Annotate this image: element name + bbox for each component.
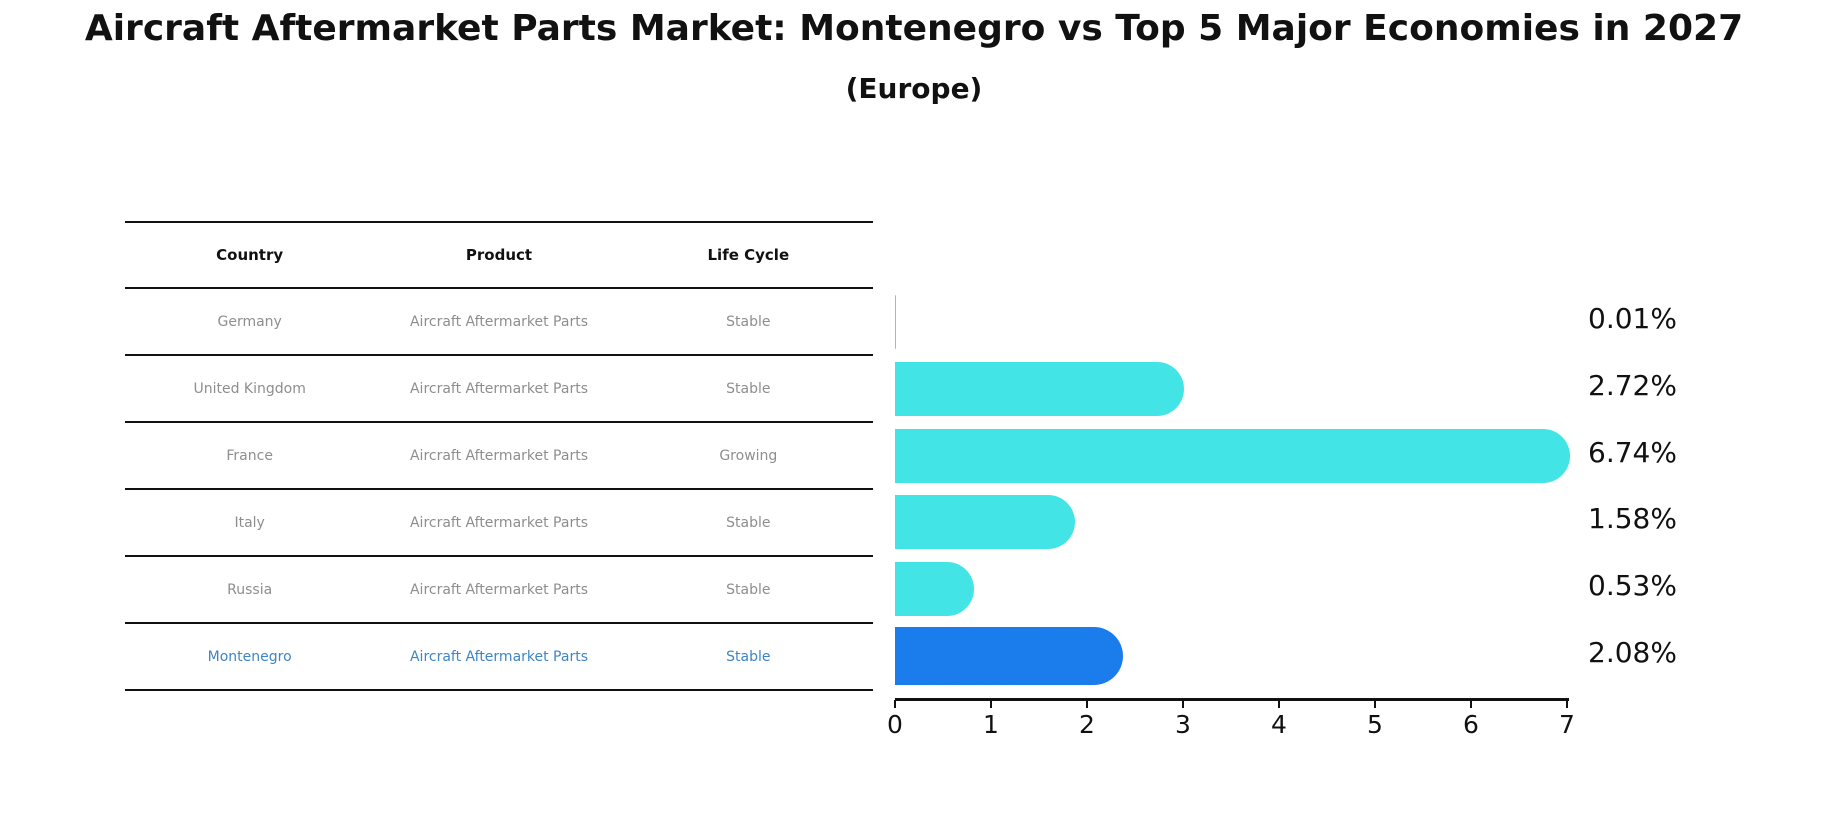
bar-italy: [895, 495, 1075, 550]
table-cell-life-cycle: Stable: [726, 648, 771, 665]
column-header: Product: [465, 246, 533, 264]
value-label: 1.58%: [1588, 502, 1677, 536]
bar-russia: [895, 562, 974, 617]
x-tick-label: 2: [1079, 710, 1095, 739]
table-cell-country: Montenegro: [207, 648, 292, 665]
x-tick-label: 6: [1463, 710, 1479, 739]
x-axis-tick: [990, 700, 992, 708]
table-cell-country: United Kingdom: [193, 380, 306, 397]
table-cell-country: Germany: [217, 313, 282, 330]
value-label: 0.53%: [1588, 569, 1677, 603]
value-label: 6.74%: [1588, 435, 1677, 469]
column-header: Country: [216, 246, 284, 264]
x-tick-label: 3: [1175, 710, 1191, 739]
country-table: Country Product Life Cycle Germany Aircraft …: [125, 221, 873, 691]
table-row: Russia Aircraft Aftermarket Parts Stable: [125, 557, 873, 624]
table-cell-life-cycle: Stable: [726, 380, 771, 397]
x-axis-tick: [1470, 700, 1472, 708]
value-label: 0.01%: [1588, 302, 1677, 335]
x-axis-tick: [894, 700, 896, 708]
bar-france: [895, 428, 1571, 483]
chart-title: Aircraft Aftermarket Parts Market: Monte…: [84, 8, 1744, 49]
x-tick-label: 4: [1271, 710, 1287, 739]
x-axis-tick: [1374, 700, 1376, 708]
table-cell-product: Aircraft Aftermarket Parts: [409, 313, 588, 330]
x-axis-tick: [1278, 700, 1280, 708]
value-label: 2.72%: [1588, 368, 1677, 402]
table-row: France Aircraft Aftermarket Parts Growing: [125, 423, 873, 490]
x-tick-label: 7: [1559, 710, 1575, 739]
value-label: 2.08%: [1588, 636, 1677, 669]
table-row: Germany Aircraft Aftermarket Parts Stable: [125, 289, 873, 356]
bar-united-kingdom: [895, 361, 1185, 416]
table-cell-life-cycle: Stable: [726, 581, 771, 598]
table-cell-country: Italy: [234, 514, 265, 531]
table-cell-life-cycle: Stable: [726, 514, 771, 531]
table-row: Montenegro Aircraft Aftermarket Parts Stab…: [125, 624, 873, 691]
table-row: United Kingdom Aircraft Aftermarket Parts…: [125, 356, 873, 423]
x-tick-label: 5: [1367, 710, 1383, 739]
table-cell-country: France: [226, 447, 273, 464]
x-axis-tick: [1182, 700, 1184, 708]
chart-subtitle: (Europe): [845, 72, 983, 105]
table-cell-life-cycle: Stable: [726, 313, 771, 330]
table-cell-product: Aircraft Aftermarket Parts: [409, 447, 588, 464]
table-cell-product: Aircraft Aftermarket Parts: [409, 581, 588, 598]
bar-germany: [895, 295, 896, 349]
x-axis-line: [895, 698, 1569, 701]
table-row: Italy Aircraft Aftermarket Parts Stable: [125, 490, 873, 557]
bar-montenegro: [895, 627, 1123, 685]
table-cell-product: Aircraft Aftermarket Parts: [409, 514, 588, 531]
column-header: Life Cycle: [707, 246, 790, 264]
table-cell-country: Russia: [227, 581, 273, 598]
x-tick-label: 1: [983, 710, 999, 739]
x-axis-tick: [1086, 700, 1088, 708]
table-header-row: Country Product Life Cycle: [125, 223, 873, 289]
table-cell-product: Aircraft Aftermarket Parts: [409, 380, 588, 397]
table-cell-product: Aircraft Aftermarket Parts: [409, 648, 588, 665]
x-axis-tick: [1566, 700, 1568, 708]
table-cell-life-cycle: Growing: [719, 447, 778, 464]
x-tick-label: 0: [887, 710, 903, 739]
